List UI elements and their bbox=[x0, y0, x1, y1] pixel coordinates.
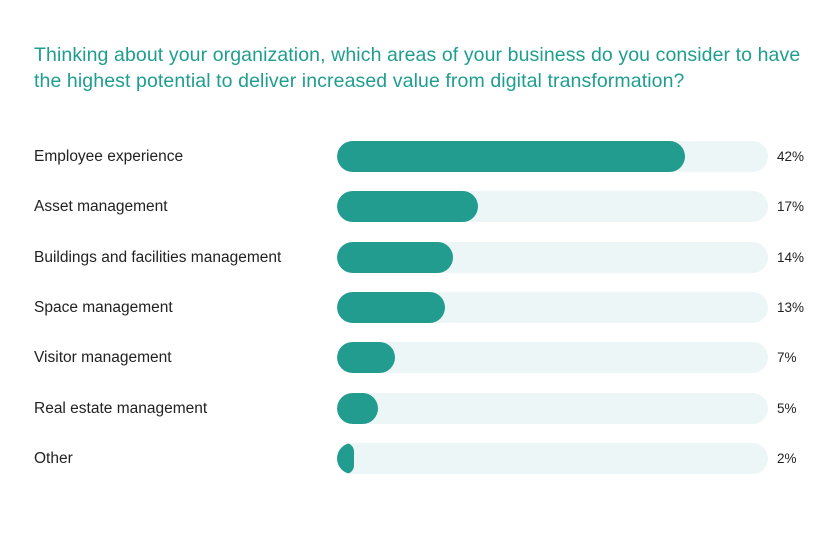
value-label: 14% bbox=[777, 249, 805, 265]
bar bbox=[337, 291, 445, 323]
bar bbox=[337, 342, 396, 374]
bar-row: Asset management 17% bbox=[0, 191, 840, 223]
bar bbox=[337, 191, 478, 223]
category-label: Visitor management bbox=[34, 349, 172, 367]
value-label: 42% bbox=[777, 149, 805, 164]
value-label: 7% bbox=[777, 350, 797, 366]
bar-row: Employee experience 42% bbox=[0, 141, 840, 173]
category-label: Buildings and facilities management bbox=[34, 248, 282, 266]
category-label: Other bbox=[34, 449, 73, 467]
bar-track bbox=[337, 191, 768, 223]
bar-track bbox=[337, 241, 768, 273]
bar-row: Real estate management 5% bbox=[0, 392, 840, 425]
value-label: 2% bbox=[777, 450, 797, 466]
value-label: 5% bbox=[777, 400, 797, 416]
bar bbox=[337, 241, 454, 273]
category-label: Asset management bbox=[34, 198, 168, 216]
bar bbox=[337, 392, 379, 424]
value-label: 17% bbox=[777, 199, 805, 215]
bar-row: Visitor management 7% bbox=[0, 342, 840, 374]
category-label: Employee experience bbox=[34, 148, 184, 165]
bar-track bbox=[337, 141, 768, 172]
bar-row: Space management 13% bbox=[0, 291, 840, 324]
bar-track bbox=[337, 392, 768, 424]
category-label: Real estate management bbox=[34, 399, 208, 417]
bar bbox=[337, 141, 686, 172]
bar-track bbox=[337, 291, 768, 323]
value-label: 13% bbox=[777, 299, 805, 315]
bar-row: Buildings and facilities management 14% bbox=[0, 241, 840, 274]
bar-row: Other 2% bbox=[0, 442, 840, 475]
bar bbox=[337, 442, 354, 474]
chart-title: Thinking about your organization, which … bbox=[34, 44, 801, 92]
bar-track bbox=[337, 342, 768, 374]
bar-track bbox=[337, 442, 768, 474]
category-label: Space management bbox=[34, 298, 173, 316]
